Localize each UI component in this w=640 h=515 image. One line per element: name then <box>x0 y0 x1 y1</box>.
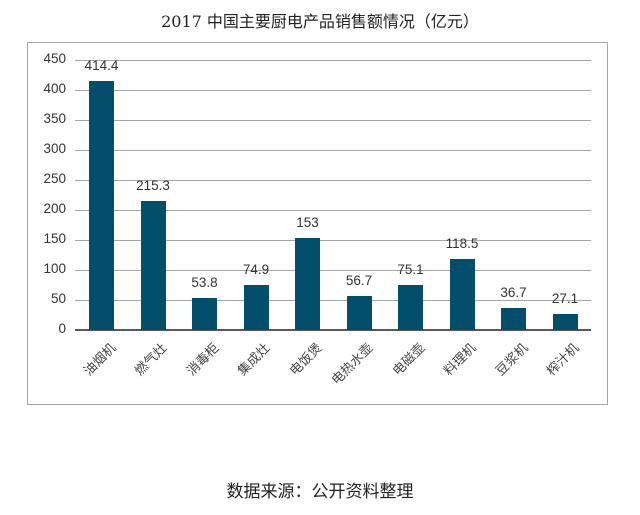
y-tick-label: 200 <box>43 201 66 216</box>
y-tick-label: 450 <box>43 51 66 66</box>
bar <box>243 285 269 330</box>
data-label: 36.7 <box>500 284 527 300</box>
gridline <box>75 60 591 61</box>
bar <box>295 238 320 330</box>
gridline <box>75 150 591 151</box>
chart-frame <box>27 42 608 405</box>
gridline <box>75 300 591 301</box>
data-label: 118.5 <box>445 235 479 251</box>
gridline <box>75 240 591 241</box>
bar <box>449 258 475 330</box>
source-note: 数据来源：公开资料整理 <box>226 482 414 502</box>
data-label: 53.8 <box>191 274 218 290</box>
plot-area <box>75 60 591 331</box>
bar <box>501 307 526 330</box>
gridline <box>75 90 591 91</box>
data-label: 414.4 <box>84 58 119 74</box>
y-tick-label: 400 <box>43 81 66 96</box>
gridline <box>75 180 591 181</box>
chart-title: 2017 中国主要厨电产品销售额情况（亿元） <box>161 12 479 31</box>
bar <box>140 200 166 330</box>
gridline <box>75 210 591 211</box>
bar <box>346 295 372 330</box>
data-label: 27.1 <box>551 290 579 306</box>
data-label: 74.9 <box>242 262 270 278</box>
data-label: 153 <box>296 215 319 231</box>
bar <box>89 81 114 330</box>
y-tick-label: 0 <box>58 321 66 336</box>
x-axis-line <box>75 329 591 331</box>
bar <box>192 297 217 330</box>
y-tick-label: 300 <box>43 141 66 156</box>
gridline <box>75 270 591 271</box>
y-tick-label: 150 <box>43 231 66 246</box>
data-label: 56.7 <box>345 272 373 288</box>
y-tick-label: 50 <box>50 291 66 306</box>
data-label: 215.3 <box>136 177 170 193</box>
y-tick-label: 100 <box>43 261 66 276</box>
y-tick-label: 350 <box>43 111 66 126</box>
gridline <box>75 120 591 121</box>
bar <box>398 284 423 330</box>
bar <box>552 313 578 330</box>
y-tick-label: 250 <box>43 171 66 186</box>
data-label: 75.1 <box>397 261 424 277</box>
